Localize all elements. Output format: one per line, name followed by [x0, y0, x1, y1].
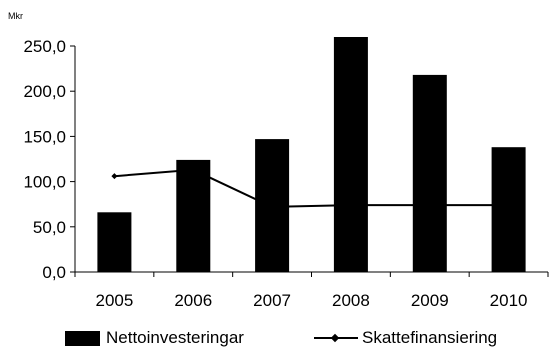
y-tick-label: 150,0	[23, 127, 66, 146]
y-ticks-group: 0,0 50,0 100,0 150,0 200,0 250,0	[23, 37, 75, 282]
y-axis-unit-label: Mkr	[8, 11, 23, 21]
line-point-2006	[190, 166, 197, 173]
x-tick-label: 2006	[174, 291, 212, 310]
bar-2009	[412, 74, 447, 273]
line-series-path	[114, 168, 509, 208]
x-tick-label: 2010	[490, 291, 528, 310]
line-point-2008	[347, 202, 354, 209]
line-point-2007	[269, 203, 276, 210]
bar-2006	[176, 159, 211, 272]
legend-bar-label: Nettoinvesteringar	[106, 328, 244, 347]
y-tick-label: 0,0	[42, 263, 66, 282]
bar-series-group	[97, 37, 526, 273]
y-tick-label: 50,0	[33, 218, 66, 237]
legend-item-bars: Nettoinvesteringar	[65, 328, 244, 348]
y-tick-label: 100,0	[23, 173, 66, 192]
legend-item-line: Skattefinansiering	[314, 328, 497, 348]
x-tick-label: 2005	[96, 291, 134, 310]
legend-bar-swatch	[65, 330, 100, 346]
line-point-2010	[505, 202, 512, 209]
x-tick-label: 2009	[411, 291, 449, 310]
bar-2008	[333, 37, 368, 272]
legend-line-label: Skattefinansiering	[362, 328, 498, 347]
bar-2005	[97, 212, 132, 272]
y-tick-label: 250,0	[23, 37, 66, 56]
y-tick-label: 200,0	[23, 82, 66, 101]
line-series-group	[111, 166, 512, 210]
line-point-2009	[426, 202, 433, 209]
axes-group	[74, 46, 548, 273]
x-ticks-group: 2005 2006 2007 2008 2009 2010	[74, 272, 549, 310]
x-tick-label: 2008	[332, 291, 370, 310]
legend-line-swatch	[314, 332, 358, 344]
line-point-2005	[111, 173, 118, 180]
bar-2010	[491, 147, 526, 272]
x-tick-label: 2007	[253, 291, 291, 310]
